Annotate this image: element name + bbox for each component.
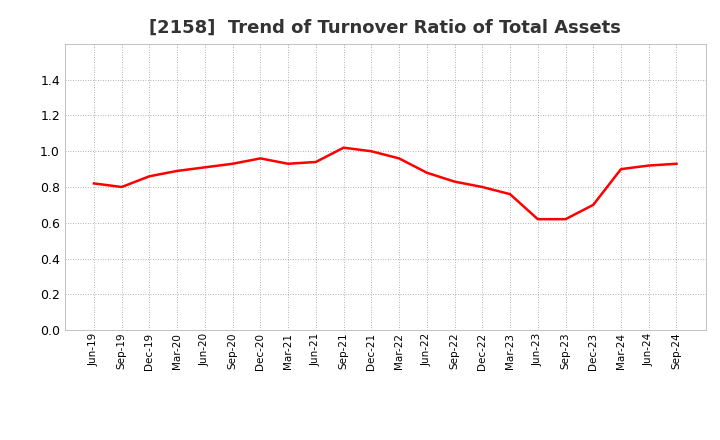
Title: [2158]  Trend of Turnover Ratio of Total Assets: [2158] Trend of Turnover Ratio of Total … xyxy=(149,19,621,37)
